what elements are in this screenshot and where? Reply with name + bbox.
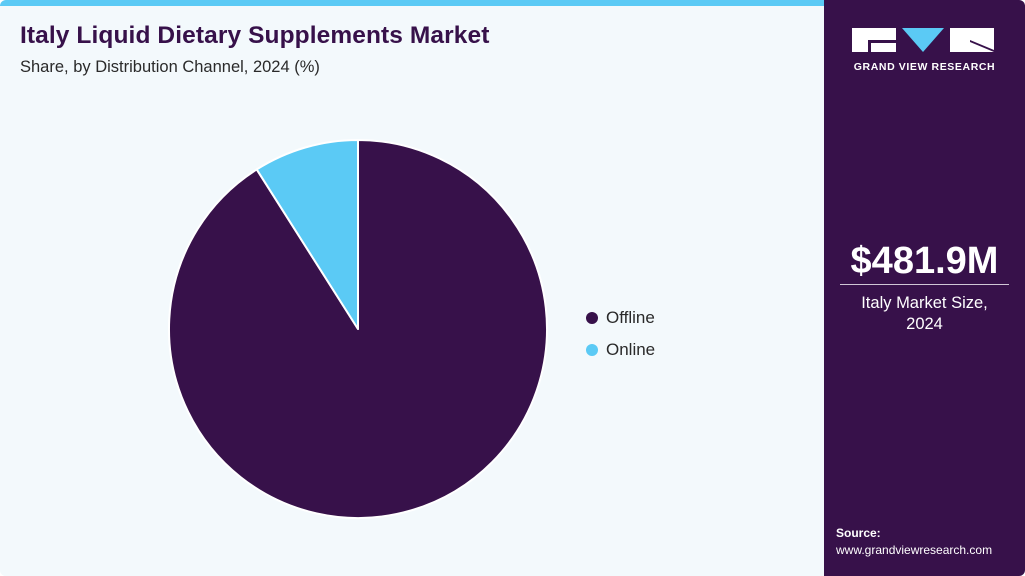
brand-name: GRAND VIEW RESEARCH — [853, 61, 996, 73]
pie-chart — [168, 139, 548, 519]
market-label-line2: 2024 — [906, 315, 943, 333]
legend-label: Online — [606, 340, 656, 359]
source-label: Source: — [836, 526, 881, 540]
divider — [840, 284, 1009, 285]
market-size-label: Italy Market Size, 2024 — [824, 293, 1025, 335]
chart-title: Italy Liquid Dietary Supplements Market — [20, 22, 490, 49]
source-url: www.grandviewresearch.com — [836, 543, 993, 557]
legend-item-offline: Offline — [586, 302, 655, 334]
market-size-value: $481.9M — [850, 240, 999, 282]
legend-dot-online — [586, 344, 598, 356]
sidebar-panel: GRAND VIEW RESEARCH $481.9M Italy Market… — [824, 0, 1025, 576]
legend-item-online: Online — [586, 334, 655, 366]
pie-slice-online — [255, 139, 359, 330]
gvr-logo-icon — [852, 28, 994, 52]
legend-label: Offline — [606, 308, 655, 327]
accent-top-bar — [0, 0, 824, 6]
legend-dot-offline — [586, 312, 598, 324]
chart-legend: Offline Online — [586, 302, 655, 366]
chart-subtitle: Share, by Distribution Channel, 2024 (%) — [20, 58, 320, 76]
market-label-line1: Italy Market Size, — [861, 294, 988, 312]
